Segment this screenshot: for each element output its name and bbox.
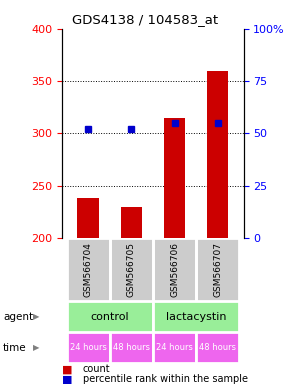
Bar bbox=[77, 198, 99, 238]
Text: GSM566706: GSM566706 bbox=[170, 242, 179, 297]
Text: agent: agent bbox=[3, 312, 33, 322]
Text: ■: ■ bbox=[62, 364, 73, 374]
Text: time: time bbox=[3, 343, 26, 353]
Text: count: count bbox=[83, 364, 110, 374]
Bar bbox=[67, 238, 110, 301]
Text: 24 hours: 24 hours bbox=[70, 343, 107, 352]
Text: ■: ■ bbox=[62, 374, 73, 384]
Bar bbox=[67, 301, 153, 332]
Text: GSM566707: GSM566707 bbox=[213, 242, 222, 297]
Bar bbox=[164, 118, 185, 238]
Bar bbox=[153, 301, 239, 332]
Bar bbox=[121, 207, 142, 238]
Text: ▶: ▶ bbox=[33, 343, 39, 352]
Text: control: control bbox=[90, 312, 129, 322]
Bar bbox=[110, 332, 153, 363]
Text: GDS4138 / 104583_at: GDS4138 / 104583_at bbox=[72, 13, 218, 26]
Text: lactacystin: lactacystin bbox=[166, 312, 226, 322]
Bar bbox=[110, 238, 153, 301]
Text: GSM566704: GSM566704 bbox=[84, 242, 93, 297]
Bar bbox=[207, 71, 229, 238]
Bar bbox=[153, 238, 196, 301]
Text: 48 hours: 48 hours bbox=[113, 343, 150, 352]
Bar bbox=[196, 332, 239, 363]
Text: ▶: ▶ bbox=[33, 312, 39, 321]
Text: 24 hours: 24 hours bbox=[156, 343, 193, 352]
Text: 48 hours: 48 hours bbox=[199, 343, 236, 352]
Bar bbox=[196, 238, 239, 301]
Text: percentile rank within the sample: percentile rank within the sample bbox=[83, 374, 248, 384]
Text: GSM566705: GSM566705 bbox=[127, 242, 136, 297]
Bar bbox=[153, 332, 196, 363]
Bar bbox=[67, 332, 110, 363]
